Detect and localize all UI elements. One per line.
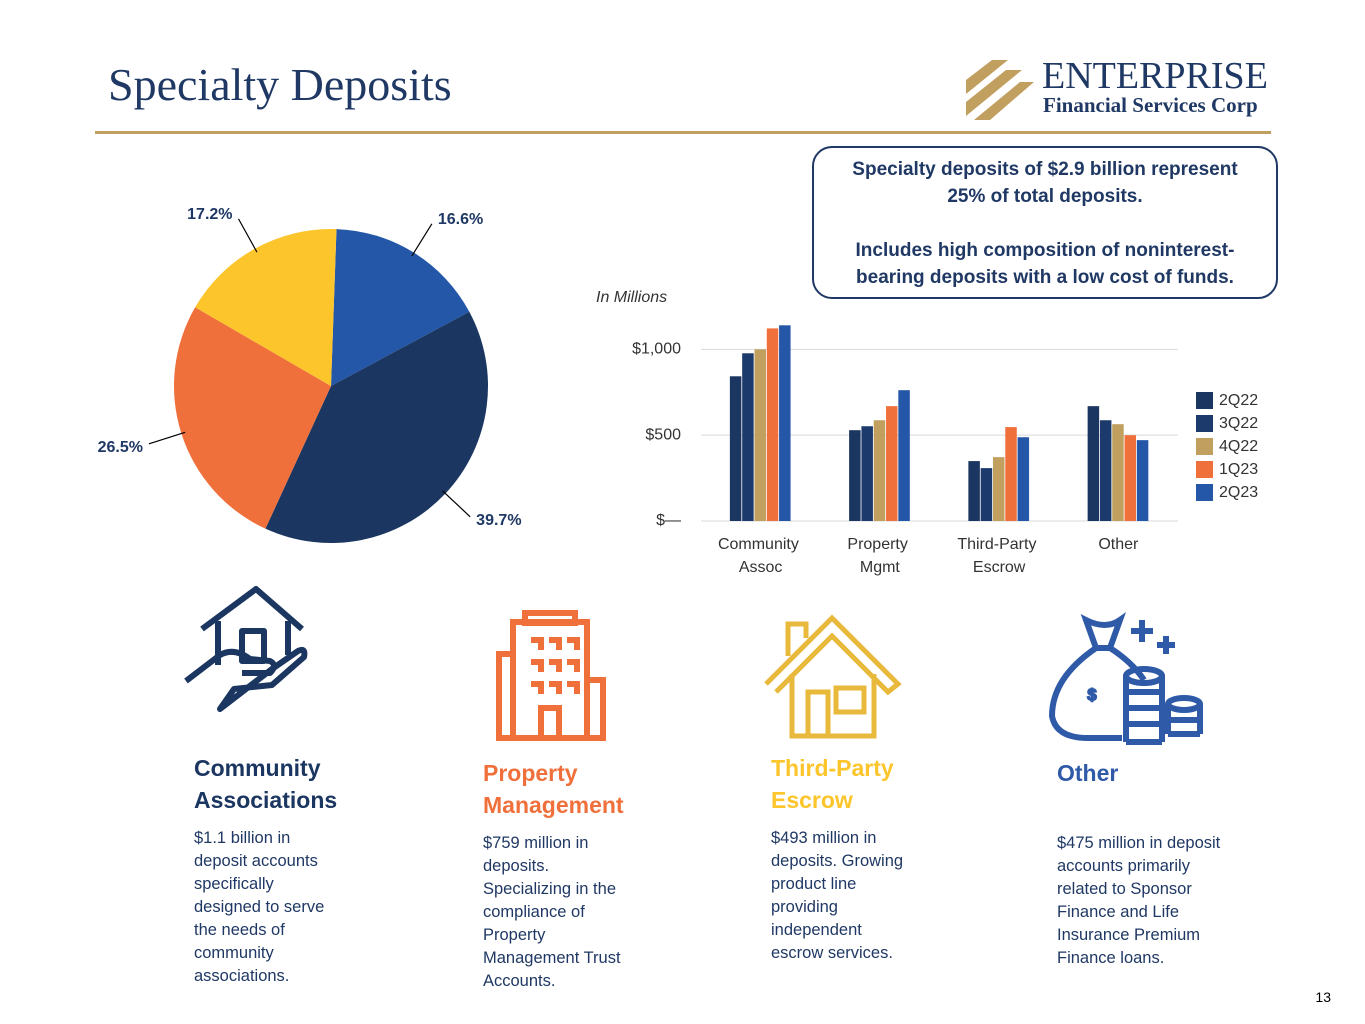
pie-label: 39.7% bbox=[476, 512, 521, 529]
icon-hand-house bbox=[184, 586, 308, 712]
bar bbox=[754, 349, 766, 521]
bar bbox=[729, 376, 742, 521]
x-tick-label: Property Mgmt bbox=[847, 536, 912, 576]
callout-text: Specialty deposits of $2.9 billion repre… bbox=[852, 159, 1238, 207]
leader-line bbox=[237, 218, 258, 253]
legend-swatch bbox=[1196, 461, 1213, 478]
segment-title: Other bbox=[1057, 760, 1119, 786]
bar bbox=[1017, 437, 1030, 521]
legend-swatch bbox=[1196, 484, 1213, 501]
segment-text: $1.1 billion in deposit accounts specifi… bbox=[194, 829, 325, 985]
logo-name: ENTERPRISE bbox=[1042, 55, 1268, 97]
bar bbox=[992, 457, 1005, 521]
callout-text: Includes high composition of noninterest… bbox=[855, 240, 1235, 288]
segment-text: $475 million in deposit accounts primari… bbox=[1057, 834, 1221, 967]
segment-text: $493 million in deposits. Growing produc… bbox=[771, 829, 904, 962]
segment-title: Community Associations bbox=[194, 755, 338, 813]
bar bbox=[980, 468, 993, 521]
pie-label: 26.5% bbox=[98, 439, 143, 456]
bar bbox=[1087, 406, 1100, 521]
bar bbox=[849, 430, 861, 521]
segment-title: Third-Party Escrow bbox=[771, 755, 894, 813]
leader-line bbox=[442, 490, 471, 518]
y-tick-label: $500 bbox=[645, 426, 681, 443]
legend-label: 2Q23 bbox=[1219, 484, 1258, 501]
x-tick-label: Other bbox=[1098, 536, 1139, 553]
slide-title: Specialty Deposits bbox=[108, 59, 452, 110]
logo-mark bbox=[966, 60, 1034, 120]
bar bbox=[742, 353, 754, 521]
charts: 16.6% 39.7% 26.5% 17.2% In Millions $— $500 $1,… bbox=[98, 206, 1259, 576]
legend-label: 2Q22 bbox=[1219, 392, 1258, 409]
logo-subtitle: Financial Services Corp bbox=[1043, 93, 1258, 117]
page-number: 13 bbox=[1315, 989, 1331, 1005]
bar bbox=[1099, 420, 1112, 521]
icon-money-bag: $ bbox=[1048, 612, 1203, 745]
icon-house bbox=[764, 614, 902, 739]
icon-building bbox=[496, 610, 606, 741]
pie-slice bbox=[265, 311, 488, 543]
leader-line bbox=[411, 223, 433, 257]
title-rule bbox=[95, 131, 1271, 134]
legend-swatch bbox=[1196, 415, 1213, 432]
bar bbox=[1136, 440, 1149, 521]
pie-slice bbox=[195, 229, 337, 386]
leader-line bbox=[148, 431, 186, 445]
pie-slice bbox=[331, 229, 470, 386]
bar bbox=[779, 325, 791, 521]
y-tick-label: $1,000 bbox=[632, 341, 681, 358]
y-tick-label: $— bbox=[656, 512, 681, 529]
bar bbox=[1112, 424, 1124, 521]
svg-text:$: $ bbox=[1088, 687, 1097, 704]
callout-box: Specialty deposits of $2.9 billion repre… bbox=[812, 146, 1278, 299]
bar bbox=[873, 420, 886, 521]
legend-label: 3Q22 bbox=[1219, 415, 1258, 432]
segment-title: Property Management bbox=[483, 760, 624, 818]
bar bbox=[898, 390, 910, 521]
pie-label: 17.2% bbox=[187, 206, 232, 223]
bar bbox=[861, 426, 873, 521]
legend-label: 1Q23 bbox=[1219, 461, 1258, 478]
bar bbox=[968, 461, 980, 521]
bar bbox=[1124, 435, 1137, 521]
legend-label: 4Q22 bbox=[1219, 438, 1258, 455]
x-tick-label: Third-Party Escrow bbox=[957, 536, 1041, 576]
y-axis-label: In Millions bbox=[596, 289, 667, 306]
legend-swatch bbox=[1196, 438, 1213, 455]
segment-text: $759 million in deposits. Specializing i… bbox=[483, 834, 621, 990]
pie-slice bbox=[173, 307, 331, 529]
pie-label: 16.6% bbox=[438, 211, 483, 228]
legend-swatch bbox=[1196, 392, 1213, 409]
x-tick-label: Community Assoc bbox=[718, 536, 803, 576]
bar bbox=[766, 328, 779, 521]
bar bbox=[886, 406, 898, 521]
bar bbox=[1005, 427, 1017, 521]
